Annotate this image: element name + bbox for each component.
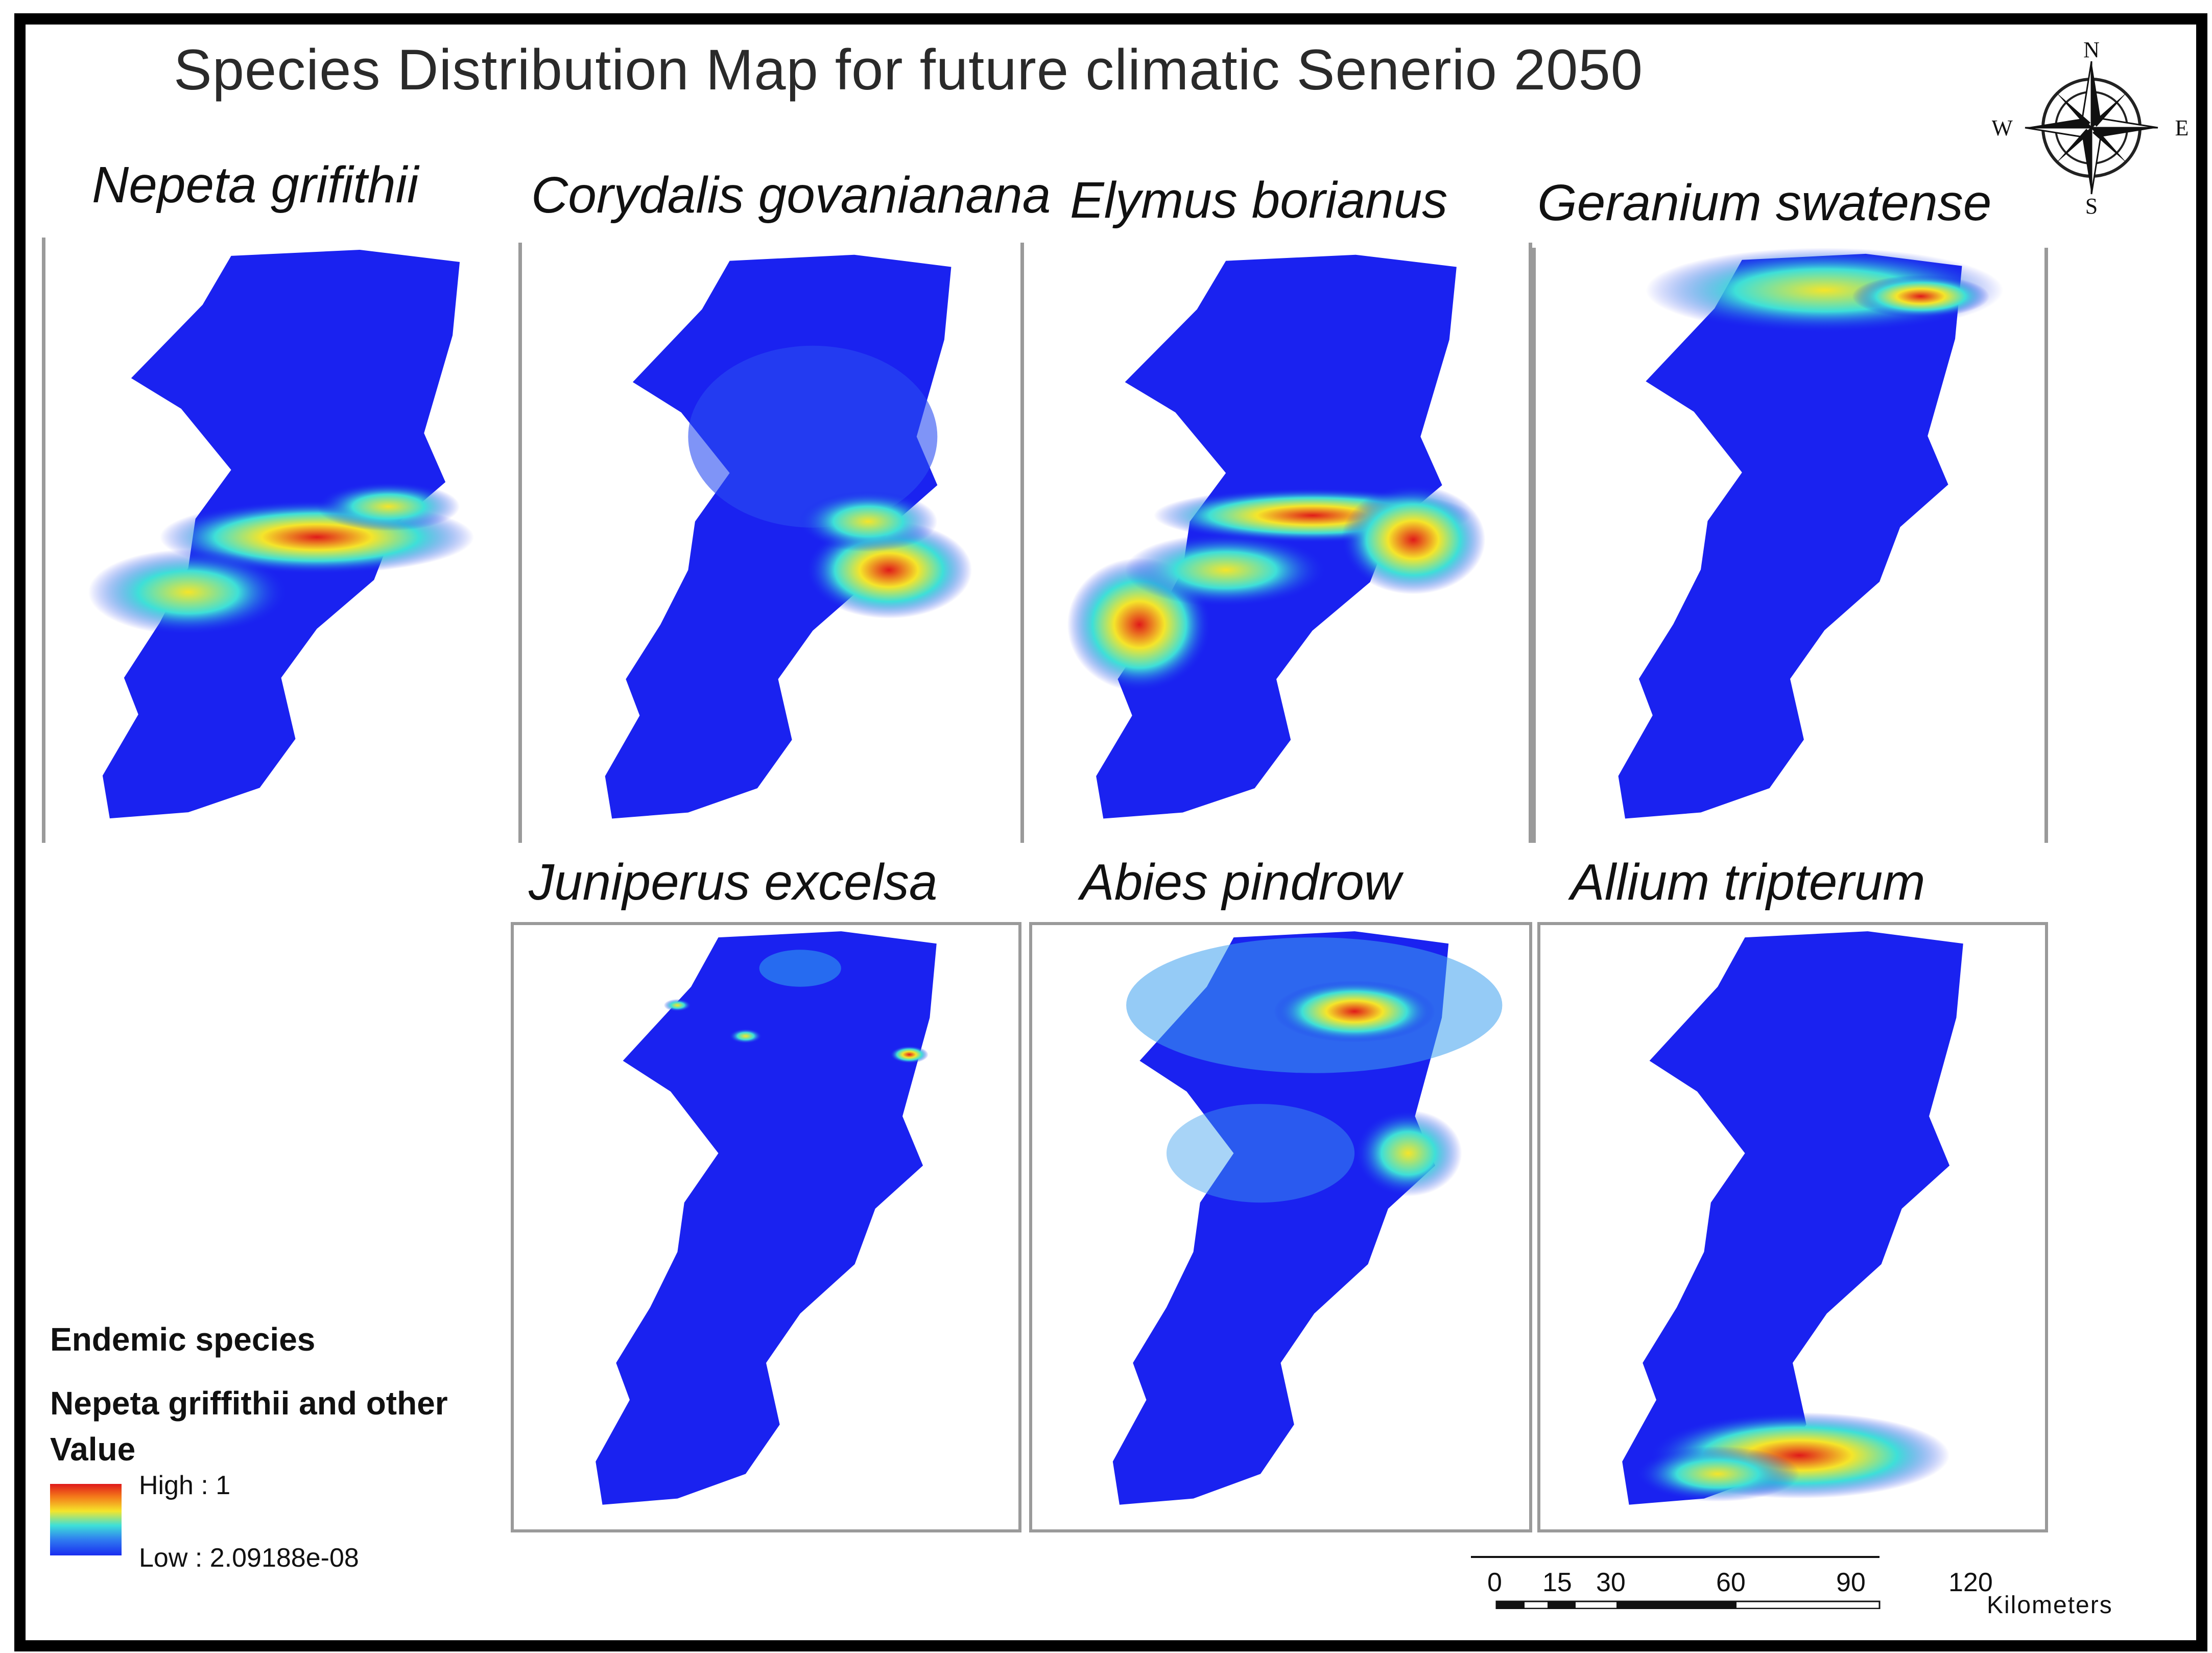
- compass-n: N: [2083, 37, 2100, 62]
- panel-label-elymus: Elymus borianus: [1070, 172, 1448, 229]
- compass-e: E: [2175, 115, 2189, 140]
- panel-label-nepeta: Nepeta grifithii: [92, 156, 419, 214]
- map-panel-corydalis: [518, 243, 1024, 843]
- map-panel-allium: [1537, 922, 2048, 1532]
- legend-color-ramp: [50, 1484, 122, 1555]
- panel-label-allium: Allium tripterum: [1571, 854, 1925, 911]
- scale-tick-0: 0: [1487, 1568, 1502, 1597]
- panel-label-geranium: Geranium swatense: [1537, 174, 1992, 231]
- legend-subtitle: Nepeta griffithii and other: [50, 1385, 448, 1422]
- compass-rose-icon: N S E W: [1992, 37, 2189, 219]
- map-panel-geranium: [1532, 248, 2048, 843]
- map-panel-nepeta: [42, 238, 517, 843]
- scale-tick-30: 30: [1596, 1568, 1626, 1597]
- scale-unit: Kilometers: [1987, 1592, 2113, 1619]
- scale-tick-15: 15: [1542, 1568, 1572, 1597]
- panel-label-corydalis: Corydalis govanianana: [531, 167, 1051, 224]
- map-panel-juniperus: [511, 922, 1021, 1532]
- compass-s: S: [2085, 194, 2098, 219]
- map-title: Species Distribution Map for future clim…: [174, 38, 1644, 102]
- scale-bar: [1471, 1556, 1881, 1609]
- legend-low: Low : 2.09188e-08: [139, 1543, 359, 1573]
- legend-high: High : 1: [139, 1471, 231, 1500]
- panel-label-abies: Abies pindrow: [1080, 854, 1401, 911]
- scale-tick-90: 90: [1836, 1568, 1866, 1597]
- legend-title: Endemic species: [50, 1321, 316, 1358]
- panel-label-juniperus: Juniperus excelsa: [529, 854, 938, 911]
- scale-tick-120: 120: [1948, 1568, 1993, 1597]
- map-panel-abies: [1029, 922, 1532, 1532]
- legend-value-label: Value: [50, 1431, 136, 1468]
- scale-tick-60: 60: [1716, 1568, 1746, 1597]
- compass-w: W: [1992, 115, 2013, 140]
- map-panel-elymus: [1024, 243, 1532, 843]
